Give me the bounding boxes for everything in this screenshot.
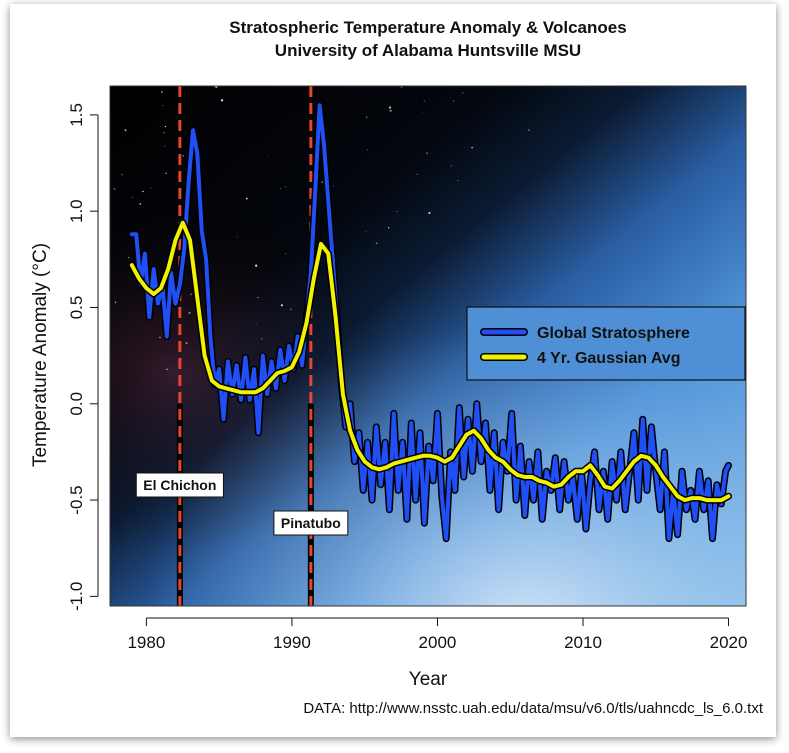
- volcano-label-box: [135, 472, 224, 498]
- plot-frame: [109, 85, 747, 607]
- star: [426, 152, 428, 155]
- star: [161, 91, 163, 93]
- star: [113, 188, 116, 190]
- y-tick-label: 0.5: [67, 296, 86, 320]
- star: [245, 197, 248, 200]
- chart-subtitle: University of Alabama Huntsville MSU: [275, 41, 581, 60]
- legend-box: [466, 306, 746, 381]
- star: [428, 211, 431, 215]
- star: [321, 181, 324, 183]
- legend: Global Stratosphere 4 Yr. Gaussian Avg: [466, 306, 746, 381]
- star: [139, 202, 142, 205]
- star: [189, 293, 192, 296]
- star: [142, 190, 144, 193]
- x-tick-label: 2000: [419, 633, 457, 652]
- star-field: [113, 85, 530, 371]
- legend-label-global-stratosphere: Global Stratosphere: [537, 325, 690, 342]
- x-axis-label: Year: [409, 669, 448, 690]
- star: [375, 242, 378, 245]
- chart-title: Stratospheric Temperature Anomaly & Volc…: [229, 18, 626, 37]
- star: [422, 112, 423, 113]
- star: [285, 186, 287, 188]
- star: [124, 129, 127, 132]
- y-tick-label: 1.0: [67, 199, 86, 223]
- star: [423, 100, 425, 102]
- star: [257, 297, 259, 299]
- star: [365, 116, 368, 118]
- star: [396, 211, 398, 213]
- star: [150, 187, 152, 189]
- star: [365, 231, 367, 233]
- star: [165, 172, 167, 174]
- star: [131, 196, 133, 198]
- star: [528, 129, 530, 132]
- x-tick-label: 2020: [710, 633, 748, 652]
- star: [400, 86, 403, 88]
- star: [452, 100, 455, 102]
- star: [255, 264, 258, 267]
- star: [182, 155, 185, 157]
- star: [389, 109, 392, 112]
- star: [166, 368, 168, 371]
- star: [121, 173, 124, 176]
- star: [220, 99, 224, 102]
- x-tick-label: 1990: [273, 633, 311, 652]
- y-tick-label: -1.0: [67, 582, 86, 611]
- star: [450, 165, 453, 167]
- y-tick-label: -0.5: [67, 485, 86, 514]
- star: [261, 338, 263, 340]
- star: [188, 311, 191, 315]
- star: [416, 173, 418, 175]
- star: [236, 236, 238, 238]
- volcano-label-text: Pinatubo: [281, 515, 341, 531]
- volcano-label-text: El Chichon: [143, 477, 216, 493]
- legend-label-gaussian-avg: 4 Yr. Gaussian Avg: [537, 350, 680, 367]
- star: [280, 188, 281, 190]
- star: [114, 301, 117, 304]
- star: [280, 304, 283, 307]
- x-tick-label: 1980: [127, 633, 165, 652]
- star: [471, 146, 473, 149]
- star: [255, 323, 257, 324]
- star: [388, 106, 392, 109]
- star: [159, 336, 161, 339]
- y-axis-label: Temperature Anomaly (°C): [30, 243, 51, 467]
- x-tick-label: 2010: [564, 633, 602, 652]
- x-axis: 1980 1990 2000 2010 2020: [127, 617, 748, 652]
- star: [163, 131, 165, 134]
- volcano-label-box: [273, 510, 349, 536]
- star: [185, 342, 188, 344]
- series-gaussian-avg: [129, 220, 731, 503]
- y-tick-label: 0.0: [67, 392, 86, 416]
- y-axis: -1.0 -0.5 0.0 0.5 1.0 1.5: [67, 103, 99, 611]
- star: [388, 227, 390, 229]
- star: [267, 155, 269, 157]
- star: [290, 308, 292, 311]
- star: [285, 252, 287, 254]
- star: [462, 92, 464, 94]
- star: [333, 185, 335, 187]
- volcano-label: El Chichon: [135, 472, 224, 498]
- star: [366, 149, 369, 151]
- star: [457, 180, 459, 181]
- star: [128, 257, 130, 259]
- star: [164, 145, 166, 147]
- star: [162, 105, 164, 107]
- y-tick-label: 1.5: [67, 103, 86, 127]
- data-source-note: DATA: http://www.nsstc.uah.edu/data/msu/…: [303, 700, 764, 717]
- star: [164, 125, 167, 128]
- volcano-label: Pinatubo: [273, 510, 349, 536]
